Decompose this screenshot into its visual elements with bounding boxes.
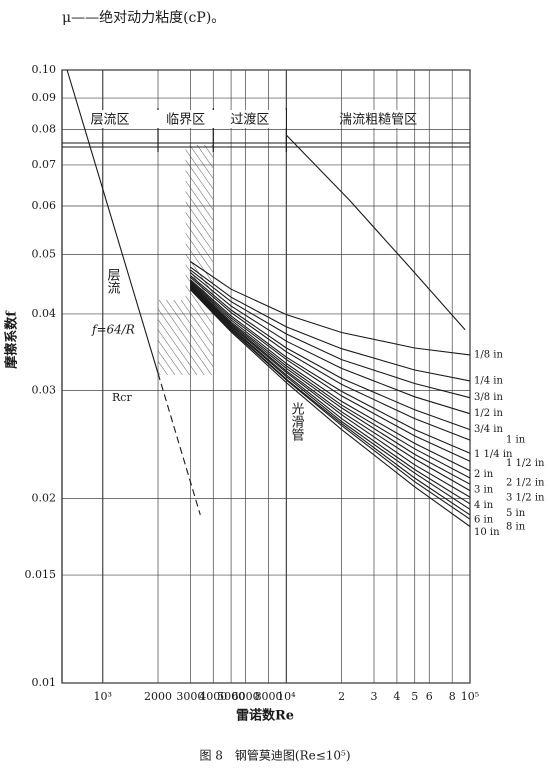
- y-tick-label: 0.06: [32, 199, 57, 212]
- pipe-label: 1/2 in: [474, 408, 503, 419]
- plot-frame: [61, 69, 471, 684]
- annotation: f=64/R: [91, 323, 135, 337]
- y-tick-label: 0.09: [32, 91, 57, 104]
- x-tick-label: 5: [411, 690, 418, 703]
- y-tick-label: 0.05: [32, 248, 57, 261]
- intro-text: μ——绝对动力粘度(cP)。: [62, 10, 225, 26]
- pipe-label: 1 in: [506, 435, 526, 446]
- region-label-bg: [342, 110, 415, 128]
- region-label: 湍流粗糙管区: [339, 113, 417, 128]
- series-line: [190, 281, 471, 472]
- pipe-label: 5 in: [506, 508, 526, 519]
- pipe-label: 3 1/2 in: [506, 492, 545, 503]
- region-label-bg: [74, 110, 147, 128]
- series-line: [190, 269, 471, 399]
- x-tick-label: 6: [426, 690, 433, 703]
- region-label-bg: [149, 110, 222, 128]
- y-tick-label: 0.08: [32, 122, 57, 135]
- pipe-label: 1 1/2 in: [506, 458, 545, 469]
- pipe-label: 10 in: [474, 527, 500, 538]
- pipe-label: 2 1/2 in: [506, 477, 545, 488]
- y-axis-label: 摩擦系数f: [4, 310, 20, 369]
- x-tick-label: 2: [338, 690, 345, 703]
- series-line: [190, 272, 471, 415]
- pipe-label: 1/4 in: [474, 375, 503, 386]
- region-label: 层流区: [91, 113, 130, 128]
- critical-hatch: [158, 300, 186, 375]
- x-axis-label: 雷诺数Re: [236, 708, 294, 724]
- series-line: [157, 373, 201, 516]
- x-tick-label: 10⁴: [277, 690, 296, 703]
- pipe-label: 8 in: [506, 521, 526, 532]
- pipe-label: 3/4 in: [474, 424, 503, 435]
- region-label-bg: [213, 110, 286, 128]
- y-tick-label: 0.03: [32, 384, 57, 397]
- y-tick-label: 0.015: [25, 568, 57, 581]
- x-tick-label: 3000: [176, 690, 204, 703]
- x-tick-label: 2000: [144, 690, 172, 703]
- pipe-label: 1/8 in: [474, 349, 503, 360]
- series-line: [190, 282, 471, 479]
- y-tick-label: 0.02: [32, 491, 57, 504]
- series-line: [190, 288, 471, 520]
- x-tick-label: 10³: [94, 690, 112, 703]
- series-line: [190, 275, 471, 431]
- y-tick-label: 0.10: [32, 63, 57, 76]
- pipe-label: 2 in: [474, 469, 494, 480]
- smooth-label: 光滑管: [289, 402, 305, 442]
- series-line: [190, 276, 471, 441]
- series-line: [190, 280, 471, 462]
- annotation: Rcr: [112, 391, 132, 404]
- x-tick-label: 6000: [232, 690, 260, 703]
- y-tick-label: 0.07: [32, 158, 57, 171]
- series-line: [190, 279, 471, 454]
- series-line: [190, 289, 471, 527]
- series-line: [190, 284, 471, 485]
- series-line: [286, 134, 466, 331]
- region-label: 临界区: [166, 113, 205, 128]
- x-tick-label: 3: [370, 690, 377, 703]
- x-tick-label: 8: [449, 690, 456, 703]
- pipe-label: 3/8 in: [474, 392, 503, 403]
- x-tick-label: 10⁵: [461, 690, 479, 703]
- pipe-label: 6 in: [474, 515, 494, 526]
- pipe-label: 3 in: [474, 485, 494, 496]
- x-tick-label: 8000: [255, 690, 283, 703]
- y-tick-label: 0.04: [32, 307, 57, 320]
- series-line: [190, 266, 471, 382]
- series-line: [190, 261, 471, 356]
- caption: 图 8 钢管莫迪图(Re≤10⁵): [199, 748, 350, 763]
- x-tick-label: 4: [393, 690, 400, 703]
- laminar-label: 层流: [105, 268, 121, 294]
- pipe-label: 4 in: [474, 500, 494, 511]
- series-line: [190, 285, 471, 498]
- critical-hatch: [185, 145, 214, 375]
- x-tick-label: 4000: [199, 690, 227, 703]
- region-label: 过渡区: [230, 112, 269, 128]
- pipe-label: 1 1/4 in: [474, 449, 513, 460]
- series-line: [66, 69, 159, 374]
- series-line: [190, 284, 471, 492]
- series-line: [190, 287, 471, 510]
- y-tick-label: 0.01: [32, 676, 57, 689]
- x-tick-label: 5000: [217, 690, 245, 703]
